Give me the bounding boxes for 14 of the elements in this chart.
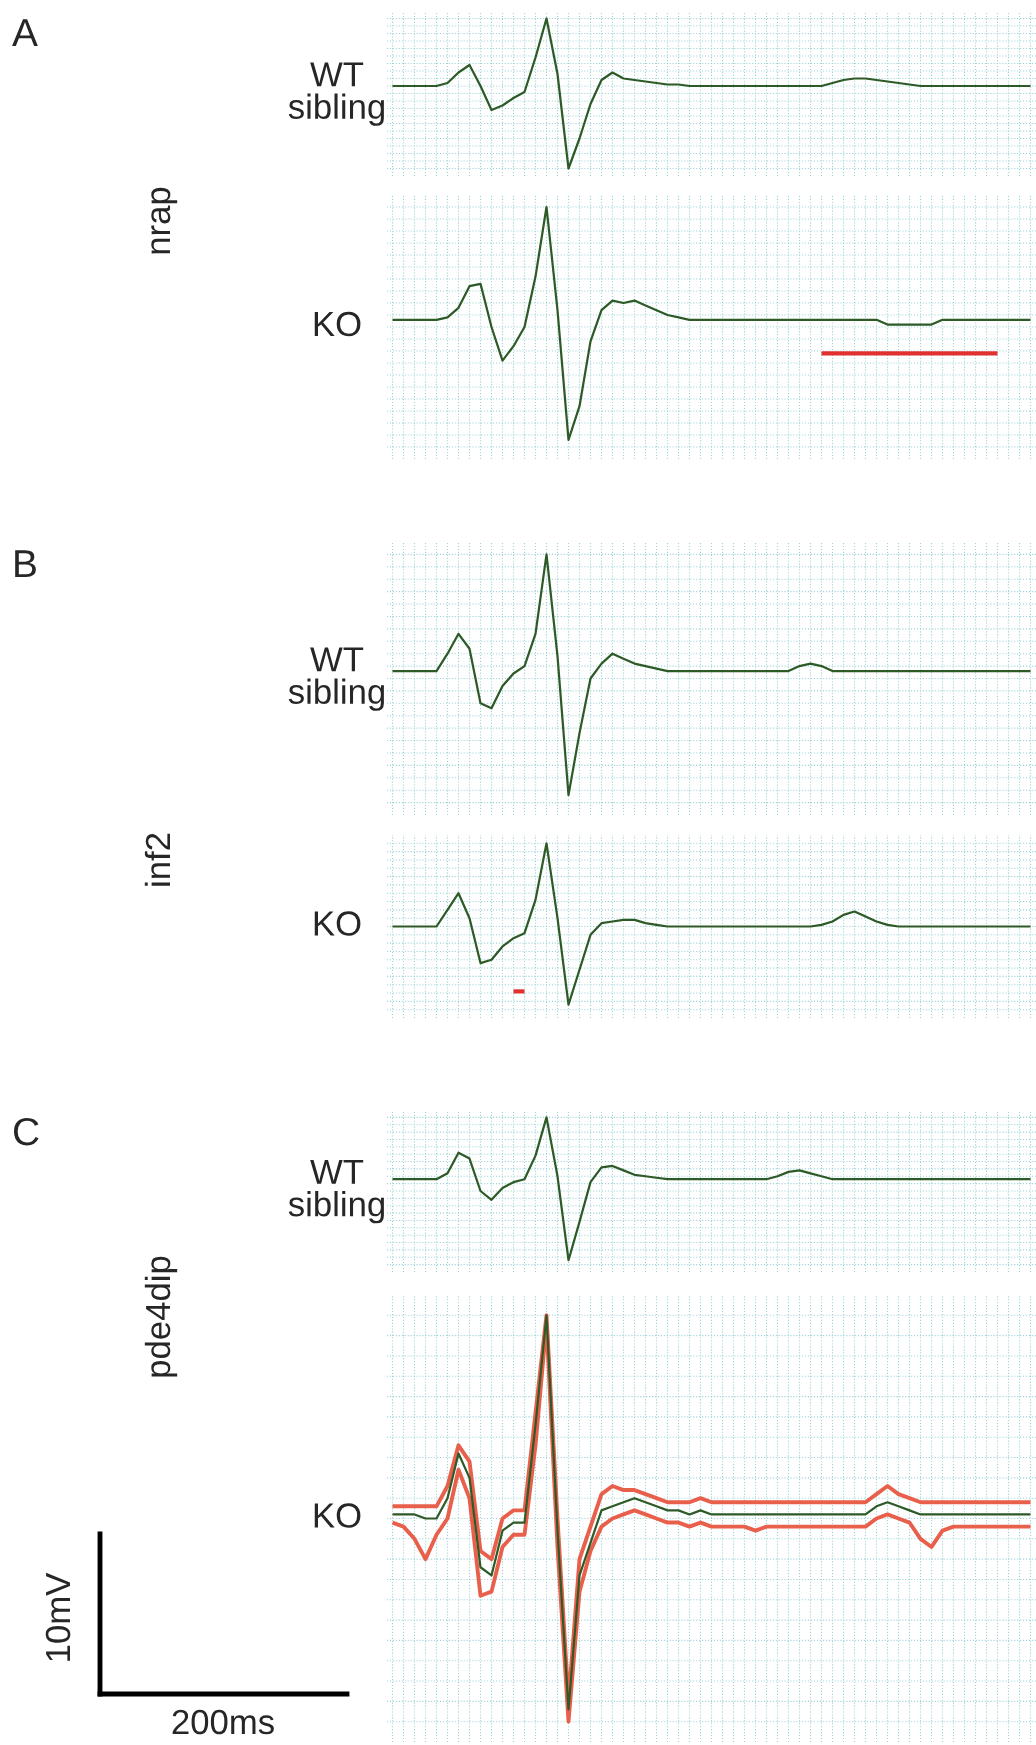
- text: pde4dip: [144, 1256, 178, 1377]
- y-axis-title: KO: [314, 1503, 361, 1528]
- y-axis-title: WT sibling: [288, 1159, 384, 1224]
- text: 10mV: [45, 1572, 71, 1661]
- text: B: [15, 550, 36, 578]
- text: C: [13, 1117, 39, 1146]
- text: inf2: [144, 833, 170, 886]
- y-axis-title: WT sibling: [288, 647, 384, 711]
- text: 200ms: [172, 1709, 274, 1735]
- text: A: [12, 19, 38, 47]
- y-axis-title: KO: [314, 911, 361, 936]
- text: nrap: [151, 187, 178, 254]
- y-axis-title: WT sibling: [288, 62, 384, 126]
- y-axis-title: KO: [314, 311, 361, 337]
